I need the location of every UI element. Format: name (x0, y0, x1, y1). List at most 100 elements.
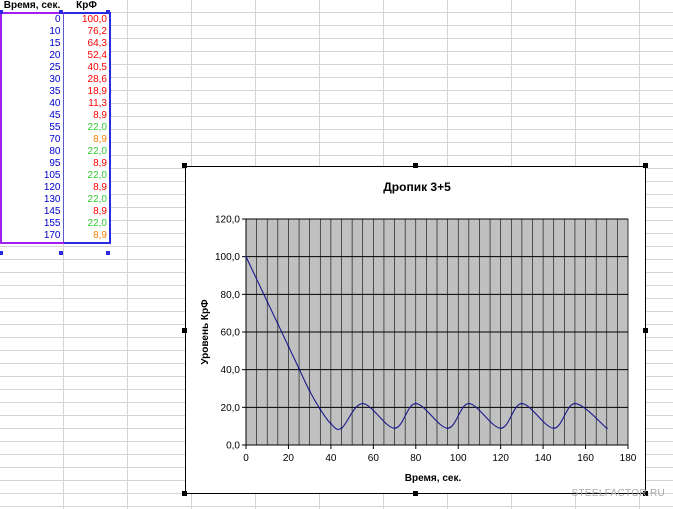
chart-handle-bottom-right[interactable] (643, 491, 648, 496)
kf-cell[interactable]: 8,9 (63, 230, 111, 244)
x-tick-label: 60 (368, 453, 380, 464)
kf-cell[interactable]: 40,5 (63, 62, 111, 74)
data-point (287, 345, 290, 348)
data-point (467, 402, 470, 405)
kf-cell[interactable]: 8,9 (63, 182, 111, 194)
time-cell[interactable]: 70 (0, 134, 64, 146)
table-row: 55 22,0 (0, 122, 111, 134)
time-cell[interactable]: 30 (0, 74, 64, 86)
kf-cell[interactable]: 18,9 (63, 86, 111, 98)
data-point (361, 402, 364, 405)
x-tick-label: 120 (492, 453, 509, 464)
y-tick-label: 20,0 (221, 403, 241, 414)
table-row: 95 8,9 (0, 158, 111, 170)
table-row: 40 11,3 (0, 98, 111, 110)
header-time[interactable]: Время, сек. (1, 0, 63, 14)
table-row: 105 22,0 (0, 170, 111, 182)
chart-handle-bottom-left[interactable] (182, 491, 187, 496)
data-point (520, 402, 523, 405)
chart-handle-bottom-mid[interactable] (413, 491, 418, 496)
selection-handle-bottom-right[interactable] (106, 251, 110, 255)
time-cell[interactable]: 145 (0, 206, 64, 218)
selection-handle-top-mid[interactable] (59, 10, 63, 14)
kf-cell[interactable]: 8,9 (63, 110, 111, 122)
time-cell[interactable]: 40 (0, 98, 64, 110)
table-row: 170 8,9 (0, 230, 111, 244)
x-tick-label: 140 (535, 453, 552, 464)
header-kf[interactable]: КрФ (63, 0, 110, 14)
data-point (446, 427, 449, 430)
kf-cell[interactable]: 22,0 (63, 146, 111, 158)
table-row: 70 8,9 (0, 134, 111, 146)
time-cell[interactable]: 120 (0, 182, 64, 194)
x-tick-label: 20 (283, 453, 295, 464)
time-cell[interactable]: 55 (0, 122, 64, 134)
data-table: Время, сек. КрФ 0 100,0 10 76,2 15 64,3 20 52,4… (0, 0, 111, 244)
time-cell[interactable]: 0 (0, 13, 64, 26)
kf-cell[interactable]: 8,9 (63, 206, 111, 218)
x-tick-label: 180 (620, 453, 637, 464)
time-cell[interactable]: 130 (0, 194, 64, 206)
data-point (276, 323, 279, 325)
selection-handle-bottom-mid[interactable] (59, 251, 63, 255)
time-cell[interactable]: 170 (0, 230, 64, 244)
kf-cell[interactable]: 28,6 (63, 74, 111, 86)
table-row: 120 8,9 (0, 182, 111, 194)
x-tick-label: 100 (450, 453, 467, 464)
table-row: 0 100,0 (0, 13, 111, 26)
selection-handle-top-right[interactable] (106, 10, 110, 14)
time-cell[interactable]: 95 (0, 158, 64, 170)
kf-cell[interactable]: 76,2 (63, 26, 111, 38)
kf-cell[interactable]: 8,9 (63, 134, 111, 146)
table-row: 130 22,0 (0, 194, 111, 206)
y-tick-label: 0,0 (226, 441, 240, 452)
chart-handle-top-left[interactable] (182, 163, 187, 168)
data-point (298, 367, 300, 370)
time-cell[interactable]: 15 (0, 38, 64, 50)
kf-cell[interactable]: 11,3 (63, 98, 111, 110)
y-tick-label: 120,0 (215, 215, 240, 226)
kf-cell[interactable]: 100,0 (63, 13, 111, 26)
kf-cell[interactable]: 22,0 (63, 194, 111, 206)
y-axis-title: Уровень КрФ (200, 299, 211, 365)
time-cell[interactable]: 10 (0, 26, 64, 38)
data-point (499, 427, 502, 430)
kf-cell[interactable]: 22,0 (63, 218, 111, 230)
selection-handle-top-left[interactable] (0, 10, 3, 14)
x-tick-label: 40 (325, 453, 337, 464)
data-point (319, 408, 322, 411)
data-point (552, 427, 555, 430)
time-cell[interactable]: 20 (0, 50, 64, 62)
table-row: 145 8,9 (0, 206, 111, 218)
table-row: 10 76,2 (0, 26, 111, 38)
kf-cell[interactable]: 8,9 (63, 158, 111, 170)
time-cell[interactable]: 155 (0, 218, 64, 230)
x-tick-label: 0 (243, 453, 249, 464)
table-body: 0 100,0 10 76,2 15 64,3 20 52,4 25 40,5 30 28,6 35 18… (0, 13, 111, 244)
chart-handle-mid-left[interactable] (182, 328, 187, 333)
x-axis-title: Время, сек. (405, 473, 462, 484)
time-cell[interactable]: 80 (0, 146, 64, 158)
selection-handle-bottom-left[interactable] (0, 251, 3, 255)
chart-handle-mid-right[interactable] (643, 328, 648, 333)
data-point (574, 402, 576, 405)
chart-object[interactable]: 0 20 40 60 80 100 120 140 160 180 0,0 20,0 40,0 60,0 8… (185, 166, 646, 494)
kf-cell[interactable]: 64,3 (63, 38, 111, 50)
time-cell[interactable]: 105 (0, 170, 64, 182)
time-cell[interactable]: 45 (0, 110, 64, 122)
kf-cell[interactable]: 22,0 (63, 170, 111, 182)
table-row: 30 28,6 (0, 74, 111, 86)
time-cell[interactable]: 25 (0, 62, 64, 74)
chart-handle-top-right[interactable] (643, 163, 648, 168)
kf-cell[interactable]: 52,4 (63, 50, 111, 62)
time-cell[interactable]: 35 (0, 86, 64, 98)
data-point (340, 427, 343, 430)
kf-cell[interactable]: 22,0 (63, 122, 111, 134)
table-row: 25 40,5 (0, 62, 111, 74)
table-row: 35 18,9 (0, 86, 111, 98)
table-row: 15 64,3 (0, 38, 111, 50)
x-tick-label: 160 (577, 453, 594, 464)
chart-handle-top-mid[interactable] (413, 163, 418, 168)
data-point (245, 255, 247, 258)
y-tick-label: 60,0 (221, 328, 241, 339)
